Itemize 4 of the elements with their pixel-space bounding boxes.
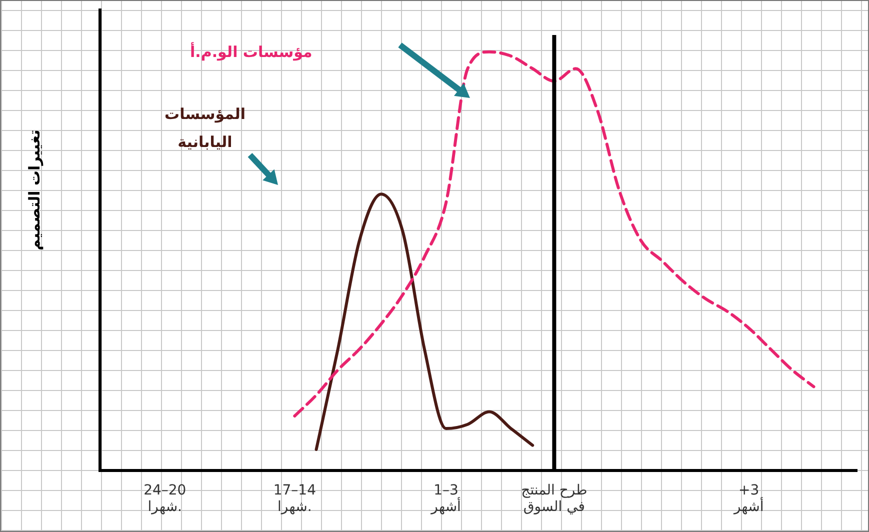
text: المؤسسات اليابانية [164,104,246,153]
text: مؤسسات الو.م.أ [190,41,312,63]
y-axis-title: تغييرات التصميم [25,130,44,250]
x-tick-label: طرح المنتج في السوق [521,482,588,516]
